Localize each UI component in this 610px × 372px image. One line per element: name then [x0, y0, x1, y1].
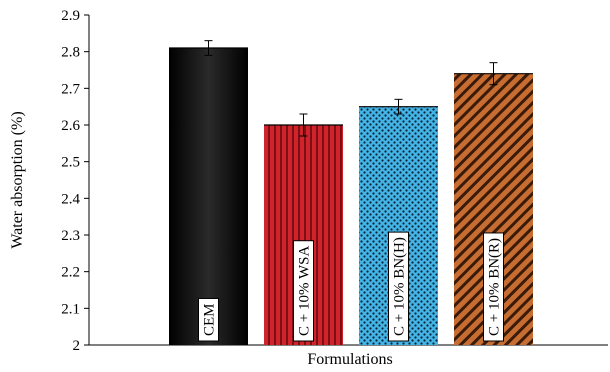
bar-group: CEM: [169, 40, 248, 345]
y-tick-label: 2.9: [61, 8, 80, 24]
bars-group: CEM C + 10% WSA C + 10% BN(H) C + 10% BN(R): [169, 40, 533, 346]
category-label-background: [198, 297, 219, 342]
category-label: C + 10% BN(R): [487, 238, 503, 336]
y-tick-label: 2.3: [61, 228, 80, 244]
x-axis-title: Formulations: [307, 351, 392, 368]
category-label-background: [388, 231, 409, 342]
bar: [169, 48, 248, 345]
category-label-box: C + 10% WSA: [293, 240, 314, 342]
category-label: C + 10% WSA: [297, 246, 313, 336]
bar-group: C + 10% WSA: [264, 113, 343, 345]
y-axis-title: Water absorption (%): [9, 111, 26, 248]
category-label-box: CEM: [198, 297, 219, 342]
y-tick-label: 2.2: [61, 265, 80, 281]
y-tick-label: 2: [73, 338, 81, 354]
bar-group: C + 10% BN(H): [359, 98, 438, 346]
category-label-background: [483, 232, 504, 342]
y-tick-label: 2.7: [61, 81, 80, 97]
bar-group: C + 10% BN(R): [454, 62, 533, 346]
category-label-background: [293, 240, 314, 342]
category-label: CEM: [202, 303, 218, 336]
y-axis-ticks: 2 2.1 2.2 2.3 2.4 2.5 2.6 2.7 2.8 2.9: [61, 8, 89, 354]
category-label: C + 10% BN(H): [392, 237, 408, 336]
category-label-box: C + 10% BN(H): [388, 231, 409, 342]
y-tick-label: 2.1: [61, 301, 80, 317]
y-tick-label: 2.6: [61, 118, 80, 134]
y-tick-label: 2.8: [61, 45, 80, 61]
category-label-box: C + 10% BN(R): [483, 232, 504, 342]
y-tick-label: 2.4: [61, 191, 80, 207]
y-tick-label: 2.5: [61, 155, 80, 171]
